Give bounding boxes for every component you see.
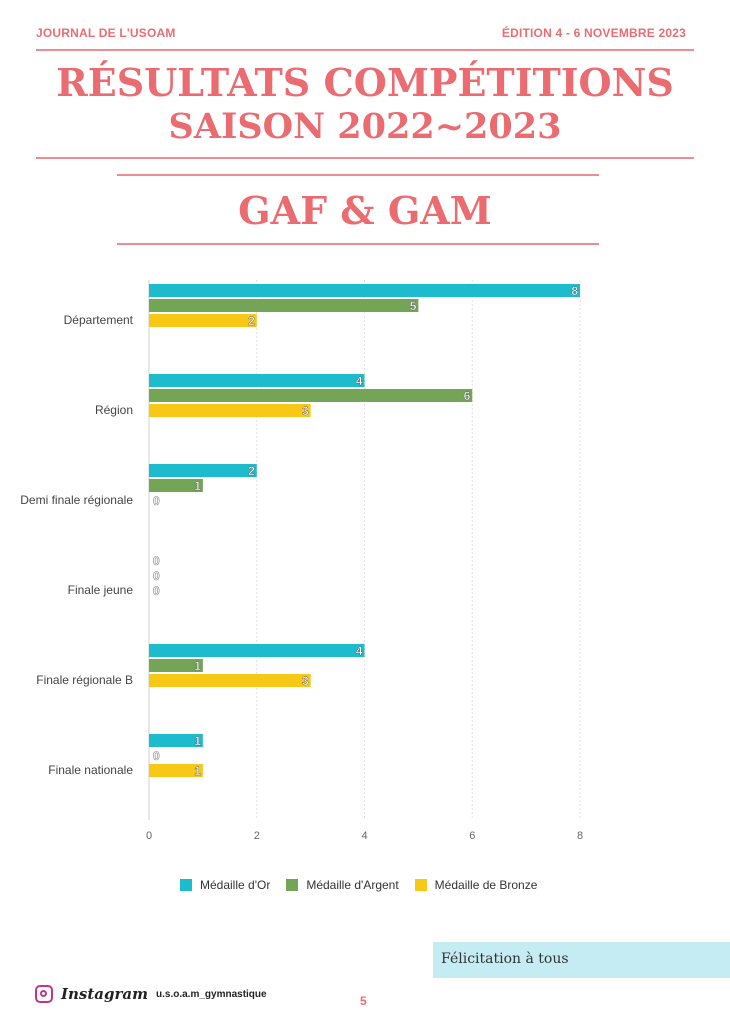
medal-bar-chart: 0 2 4 6 8 Département Région Demi finale région… [20,280,583,842]
instagram-credit[interactable]: Instagram u.s.o.a.m_gymnastique [35,985,267,1003]
bar-data-label: 1 [194,479,201,493]
edition-date: ÉDITION 4 - 6 NOVEMBRE 2023 [501,26,686,40]
bar-data-label: 0 [153,584,160,598]
instagram-icon [35,985,53,1003]
category-label: Département [64,313,134,327]
bar [149,389,473,402]
x-tick-label: 4 [361,830,367,842]
legend-item-bronze: Médaille de Bronze [414,878,538,892]
page-title-line2: SAISON 2022~2023 [168,106,562,147]
bar [149,284,580,297]
category-label: Finale jeune [68,583,134,597]
legend-swatch-bronze [414,879,427,891]
legend-swatch-gold [180,879,192,891]
category-label: Finale régionale B [36,673,133,687]
bar [149,464,257,477]
category-label: Région [95,403,133,417]
bar-data-label: 5 [410,299,417,313]
bar-data-label: 4 [356,644,363,658]
bar-data-label: 2 [248,314,255,328]
bar-data-label: 6 [464,389,471,403]
bar [149,659,203,672]
legend-item-silver: Médaille d'Argent [286,878,399,892]
bar [149,374,365,387]
instagram-label: Instagram [61,985,148,1003]
bar-data-label: 0 [153,494,160,508]
x-tick-label: 6 [469,830,475,842]
bar-data-label: 3 [302,674,309,688]
page-number: 5 [360,994,367,1008]
legend-label-silver: Médaille d'Argent [306,878,399,892]
bar-data-label: 1 [194,734,201,748]
bar [149,314,257,327]
x-tick-label: 2 [254,830,260,842]
legend-label-bronze: Médaille de Bronze [434,878,538,892]
x-tick-label: 8 [577,830,583,842]
category-label: Finale nationale [48,763,133,777]
chart-legend: Médaille d'Or Médaille d'Argent Médaille… [180,878,537,892]
bar-data-label: 0 [153,554,160,568]
top-rule [36,49,694,51]
bar-data-label: 4 [356,374,363,388]
category-label: Demi finale régionale [20,493,133,507]
subtitle-bottom-rule [117,243,599,245]
bar-data-label: 1 [194,659,201,673]
bar-data-label: 2 [248,464,255,478]
bar [149,299,419,312]
bar-data-label: 3 [302,404,309,418]
x-tick-label: 0 [146,830,152,842]
bar [149,404,311,417]
bar [149,734,203,747]
bar-data-label: 0 [153,749,160,763]
bar-data-label: 0 [153,569,160,583]
bar [149,674,311,687]
chart-subtitle: GAF & GAM [238,188,492,233]
legend-label-gold: Médaille d'Or [200,878,271,892]
bar-data-label: 1 [194,764,201,778]
page-title-line1: RÉSULTATS COMPÉTITIONS [56,60,674,105]
bar [149,644,365,657]
instagram-handle: u.s.o.a.m_gymnastique [156,988,267,1000]
legend-item-gold: Médaille d'Or [180,878,270,892]
bar [149,764,203,777]
journal-name: JOURNAL DE L'USOAM [36,26,176,40]
bar-data-label: 8 [571,284,578,298]
congratulations-box: Félicitation à tous [433,942,730,978]
bar [149,479,203,492]
legend-swatch-silver [286,879,299,891]
subtitle-top-rule [117,174,599,176]
title-bottom-rule [36,157,694,159]
